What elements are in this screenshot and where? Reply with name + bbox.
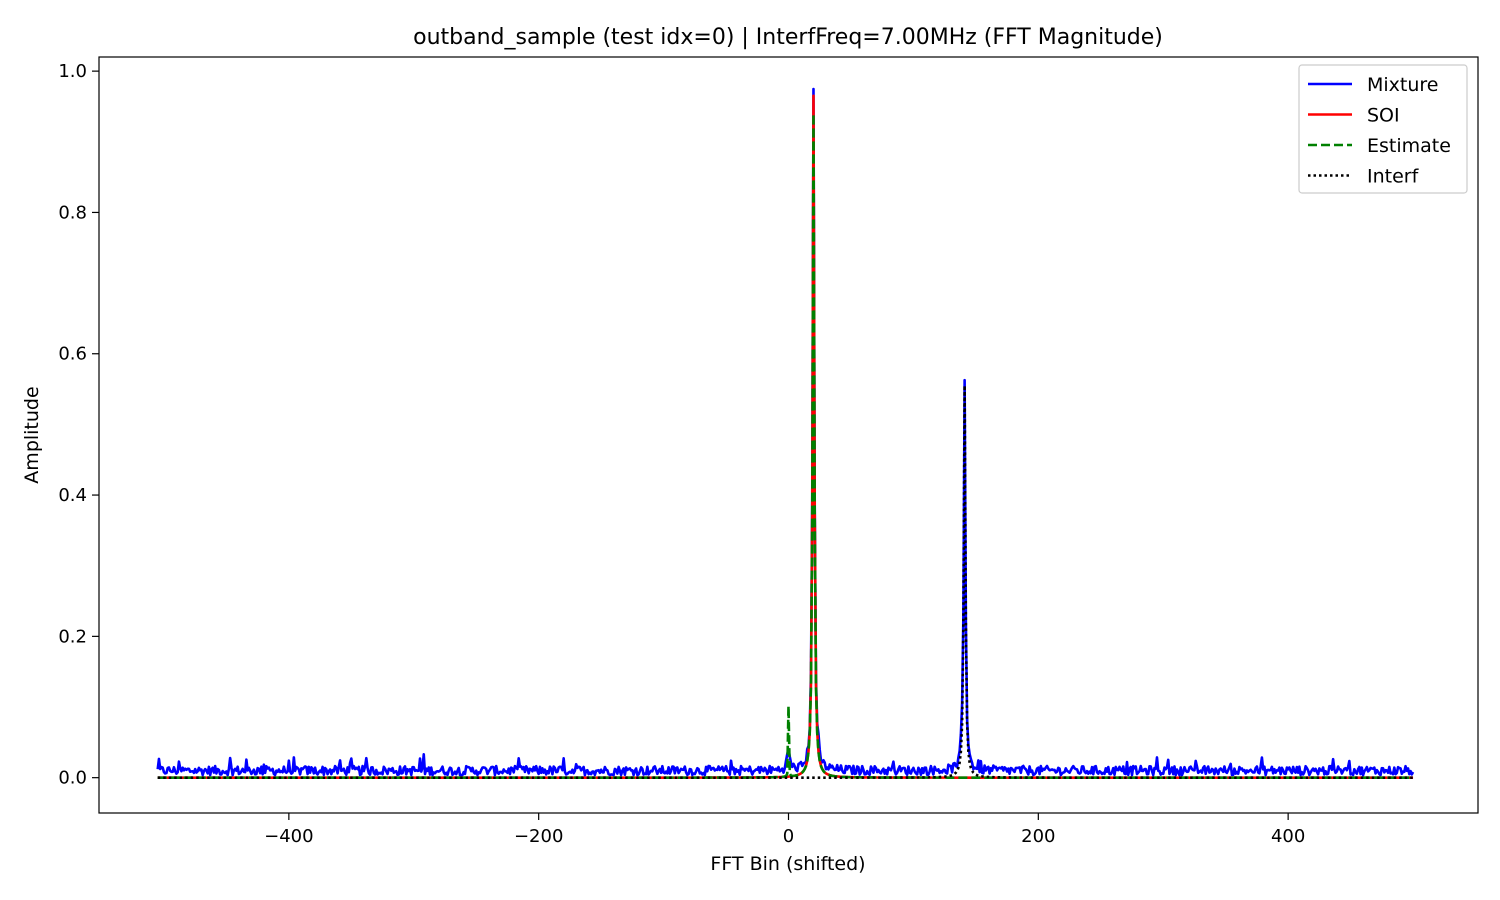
series-line-estimate [157, 112, 1414, 779]
series-line-soi [157, 94, 1414, 779]
y-axis-label: Amplitude [21, 386, 43, 483]
chart-title: outband_sample (test idx=0) | InterfFreq… [413, 25, 1163, 50]
x-axis-label: FFT Bin (shifted) [710, 853, 865, 875]
x-tick-label: −200 [514, 826, 563, 847]
plot-frame [98, 56, 1479, 814]
y-tick-label: 1.0 [58, 61, 87, 82]
y-tick-label: 0.0 [58, 768, 87, 789]
x-tick-label: 0 [783, 826, 794, 847]
legend-label-interf: Interf [1367, 166, 1420, 188]
y-tick-label: 0.4 [58, 485, 87, 506]
y-tick-label: 0.8 [58, 202, 87, 223]
x-tick-label: −400 [264, 826, 313, 847]
legend-label-soi: SOI [1367, 105, 1400, 127]
x-tick-label: 400 [1271, 826, 1305, 847]
y-tick-label: 0.2 [58, 626, 87, 647]
legend: Mixture SOI Estimate Interf [1298, 64, 1468, 194]
series-line-mixture [156, 87, 1415, 777]
legend-label-estimate: Estimate [1367, 135, 1451, 157]
y-axis-ticks: 0.0 0.2 0.4 0.6 0.8 1.0 [58, 61, 99, 789]
y-tick-label: 0.6 [58, 344, 87, 365]
legend-label-mixture: Mixture [1367, 74, 1439, 96]
legend-box [1298, 64, 1468, 194]
x-axis-ticks: −400 −200 0 200 400 [264, 813, 1305, 847]
series-layer [156, 87, 1415, 779]
x-tick-label: 200 [1021, 826, 1055, 847]
series-line-interf [157, 384, 1414, 779]
